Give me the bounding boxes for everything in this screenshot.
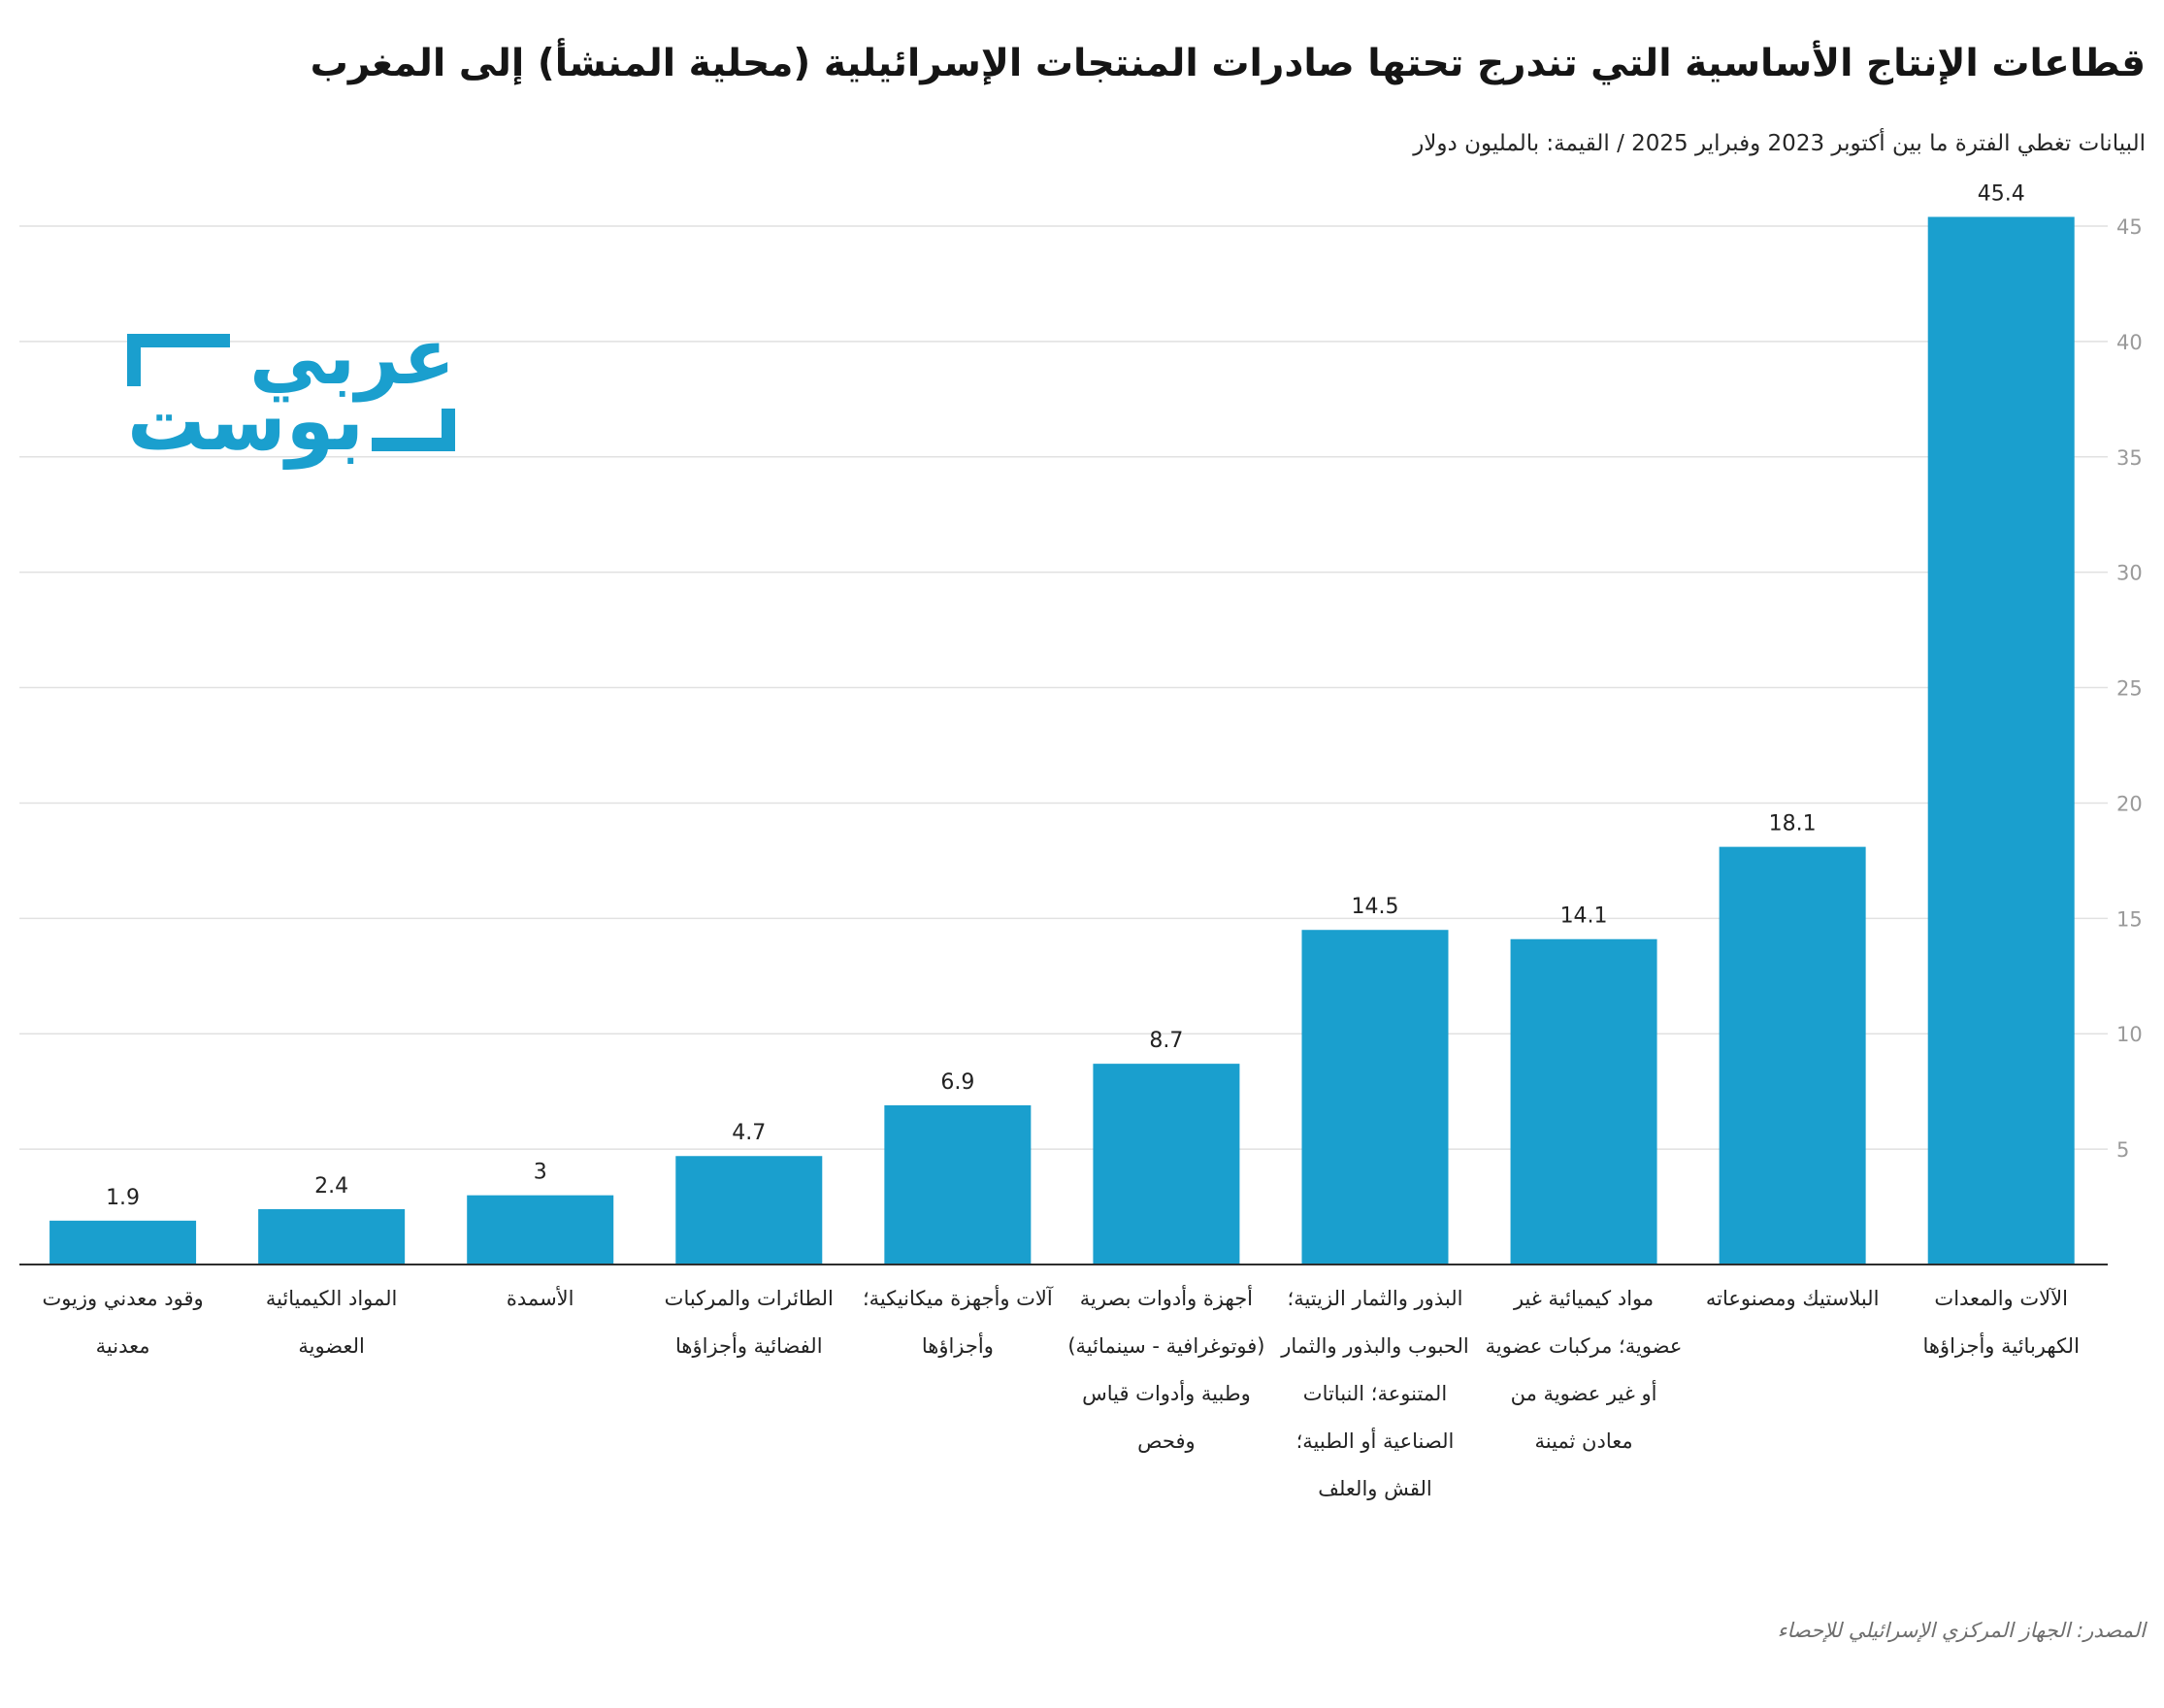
category-label: البلاستيك ومصنوعاته: [1705, 1287, 1880, 1310]
category-label: الطائرات والمركبات الفضائية وأجزاؤها: [664, 1287, 834, 1358]
logo-corner-bottom-right-horizontal: [372, 438, 455, 451]
bars: [49, 216, 2075, 1265]
category-label: المواد الكيميائية العضوية: [265, 1287, 398, 1358]
category-label: وقود معدني وزيوت معدنية: [42, 1287, 204, 1358]
y-tick-label: 20: [2116, 792, 2143, 815]
value-label: 6.9: [940, 1070, 974, 1095]
logo-corner-top-left-horizontal: [127, 334, 230, 347]
y-tick-label: 30: [2116, 562, 2143, 585]
category-label: مواد كيميائية غير عضوية؛ مركبات عضوية أو…: [1485, 1287, 1683, 1453]
value-label: 8.7: [1149, 1029, 1183, 1053]
bar: [1927, 216, 2075, 1265]
bar: [675, 1156, 823, 1265]
y-tick-label: 5: [2116, 1138, 2129, 1162]
value-label: 3: [534, 1161, 547, 1185]
value-labels: 45.4 18.1 14.1 14.5 8.7 6.9 4.7 3 2.4 1.9: [106, 181, 2025, 1209]
category-label: الأسمدة: [506, 1287, 574, 1310]
bar: [1719, 846, 1866, 1265]
source-note: المصدر: الجهاز المركزي الإسرائيلي للإحصا…: [1777, 1619, 2146, 1642]
value-label: 18.1: [1769, 812, 1817, 837]
y-tick-label: 25: [2116, 677, 2143, 701]
logo-word-bottom: بوست: [127, 373, 364, 470]
y-tick-label: 10: [2116, 1023, 2143, 1046]
bar: [1510, 938, 1657, 1265]
chart-title: قطاعات الإنتاج الأساسية التي تندرج تحتها…: [310, 42, 2146, 85]
category-label: البذور والثمار الزيتية؛ الحبوب والبذور و…: [1281, 1287, 1469, 1500]
gridlines: [19, 225, 2108, 1150]
bar: [258, 1208, 406, 1265]
bar: [467, 1195, 614, 1265]
value-label: 4.7: [732, 1121, 766, 1145]
value-label: 14.1: [1560, 904, 1608, 929]
bar: [1301, 930, 1449, 1265]
arabi-post-logo: عربي بوست: [127, 312, 455, 470]
chart-subtitle: البيانات تغطي الفترة ما بين أكتوبر 2023 …: [1413, 131, 2146, 156]
logo-corner-bottom-right-vertical: [442, 409, 455, 451]
value-label: 1.9: [106, 1186, 140, 1210]
y-tick-label: 45: [2116, 215, 2143, 239]
bar: [49, 1220, 197, 1265]
value-label: 14.5: [1351, 895, 1398, 919]
logo-word-top: عربي: [249, 312, 455, 403]
y-tick-label: 40: [2116, 331, 2143, 354]
value-label: 45.4: [1978, 181, 2025, 206]
category-label: آلات وأجهزة ميكانيكية؛ وأجزاؤها: [862, 1287, 1053, 1358]
category-label: الآلات والمعدات الكهربائية وأجزاؤها: [1922, 1287, 2080, 1358]
y-tick-label: 35: [2116, 446, 2143, 470]
bar: [884, 1104, 1032, 1265]
category-label: أجهزة وأدوات بصرية (فوتوغرافية - سينمائي…: [1067, 1287, 1265, 1453]
y-tick-label: 15: [2116, 907, 2143, 931]
logo-corner-top-left-vertical: [127, 334, 141, 386]
bar: [1093, 1064, 1240, 1265]
y-axis-tick-labels: 5 10 15 20 25 30 35 40 45: [2116, 215, 2143, 1162]
value-label: 2.4: [314, 1174, 348, 1199]
